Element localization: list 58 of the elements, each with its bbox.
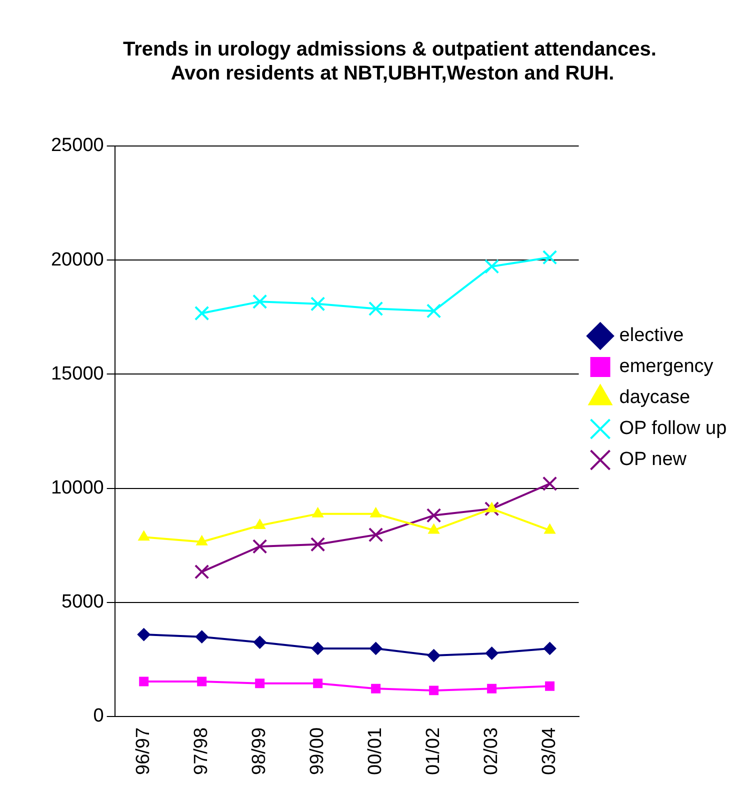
point [137,628,150,642]
y-tick-label: 10000 [50,478,104,499]
x-tick-label: 98/99 [249,727,270,775]
point [194,306,210,321]
point [138,530,150,541]
point [427,649,440,662]
point [252,294,268,309]
point [426,508,442,523]
point [368,301,384,316]
point [543,642,556,655]
point [370,507,382,518]
point [197,676,207,686]
y-tick-label: 0 [93,706,104,727]
point [485,646,498,660]
legend-label: OP follow up [619,418,727,440]
point [545,681,555,691]
legend-label: elective [619,325,684,346]
point [484,501,500,516]
point [254,518,266,529]
point [252,539,268,554]
point [313,678,323,688]
x-tick-label: 00/01 [365,727,386,775]
point [542,250,558,265]
point [196,535,208,546]
point [310,296,326,312]
x-tick-label: 97/98 [191,727,212,775]
x-tick-label: 03/04 [539,727,560,775]
x-tick-label: 96/97 [133,727,154,775]
point [426,304,442,318]
legend-label: OP new [619,449,687,470]
legend-label: emergency [619,356,714,378]
point [139,676,149,686]
chart-title: Trends in urology admissions & outpatient attendances. Avon residents at NBT,UBHT,Weston and RUH. [123,38,662,85]
point [487,684,497,694]
x-tick-label: 02/03 [481,727,502,775]
y-tick-label: 25000 [50,135,104,156]
point [310,537,326,552]
point [544,524,556,534]
legend-label: daycase [619,387,690,408]
point [255,678,265,688]
point [486,502,498,512]
point [312,507,324,518]
y-tick-label: 15000 [50,363,104,384]
point [253,636,266,649]
point [542,476,558,492]
point [369,642,382,655]
x-tick-label: 01/02 [423,727,444,775]
point [368,527,384,542]
point [195,630,208,644]
y-tick-label: 5000 [62,592,104,613]
point [484,259,500,274]
y-tick-label: 20000 [50,249,104,270]
point [429,686,439,696]
point [311,642,324,655]
point [194,564,210,580]
x-tick-label: 99/00 [307,727,328,775]
point [428,524,440,534]
point [371,684,381,694]
